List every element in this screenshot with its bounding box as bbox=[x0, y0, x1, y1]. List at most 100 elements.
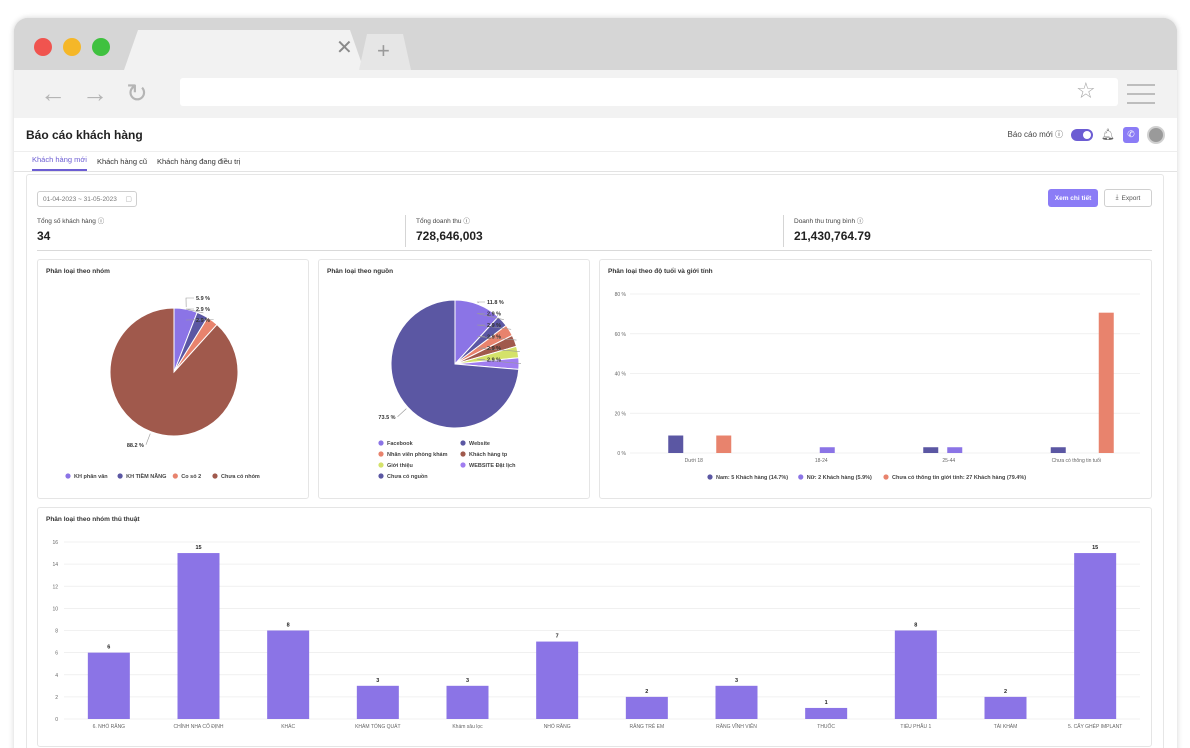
legend-label: Chưa có nhóm bbox=[221, 474, 260, 480]
date-range-value: 01-04-2023 ~ 31-05-2023 bbox=[43, 195, 117, 203]
new-tab-button[interactable] bbox=[359, 34, 411, 70]
close-window-button[interactable] bbox=[34, 38, 52, 56]
legend-label: Chưa có thông tin giới tính: 27 Khách hà… bbox=[892, 475, 1026, 481]
bookmark-star-icon[interactable]: ☆ bbox=[1076, 78, 1096, 103]
legend-label: KH phân vân bbox=[74, 474, 108, 480]
leader-line bbox=[397, 408, 407, 417]
browser-tab[interactable] bbox=[124, 30, 364, 70]
header-actions: Báo cáo mới ⓘ 🔔︎ ✆ bbox=[1007, 125, 1165, 144]
close-tab-icon[interactable]: ✕ bbox=[336, 37, 353, 59]
data-label: 6 bbox=[107, 645, 110, 651]
forward-arrow-icon[interactable]: → bbox=[82, 78, 108, 108]
leader-line bbox=[476, 313, 504, 320]
pie-slice bbox=[109, 307, 239, 437]
legend-marker bbox=[172, 473, 178, 479]
legend-label: Giới thiệu bbox=[387, 463, 413, 469]
leader-line bbox=[476, 301, 485, 303]
bell-icon[interactable]: 🔔︎ bbox=[1101, 129, 1115, 141]
back-arrow-icon[interactable]: ← bbox=[40, 78, 66, 108]
legend-marker bbox=[65, 473, 71, 479]
stat-total-revenue: Tổng doanh thu ⓘ 728,646,003 bbox=[405, 215, 775, 247]
data-label: 88.2 % bbox=[127, 443, 144, 449]
y-tick-label: 4 bbox=[55, 673, 58, 679]
data-label: 3 bbox=[376, 678, 379, 684]
x-tick-label: TIỂU PHẪU 1 bbox=[900, 723, 931, 730]
legend-label: Nam: 5 Khách hàng (14.7%) bbox=[716, 475, 788, 481]
reload-icon[interactable]: ↻ bbox=[126, 78, 148, 108]
bar bbox=[1050, 447, 1066, 453]
stat-average-revenue: Doanh thu trung bình ⓘ 21,430,764.79 bbox=[783, 215, 1143, 247]
legend-label: Khách hàng tp bbox=[469, 452, 508, 458]
y-tick-label: 40 % bbox=[615, 372, 627, 378]
data-label: 2 bbox=[645, 689, 648, 695]
plus-icon: + bbox=[377, 38, 390, 63]
y-tick-label: 0 bbox=[55, 717, 58, 723]
legend-marker bbox=[378, 462, 384, 468]
x-tick-label: 5. CẤY GHÉP IMPLANT bbox=[1068, 723, 1122, 730]
pie-chart-group: 5.9 % 2.9 % 2.9 % 88.2 % KH phân vân KH TIỀM … bbox=[65, 296, 260, 480]
new-report-label: Báo cáo mới ⓘ bbox=[1007, 130, 1064, 139]
x-tick-label: 6. NHỔ RĂNG bbox=[93, 723, 126, 730]
bar bbox=[668, 435, 684, 453]
data-label: 11.8 % bbox=[487, 300, 504, 306]
chart-title: Phân loại theo độ tuổi và giới tính bbox=[608, 268, 713, 275]
browser-window: ✕ + ← → ↻ ☆ Báo cáo khách hàng Báo cáo m… bbox=[14, 18, 1177, 748]
hamburger-menu-icon[interactable] bbox=[1127, 84, 1155, 111]
phone-icon[interactable]: ✆ bbox=[1123, 126, 1139, 143]
x-tick-label: THUỐC bbox=[817, 723, 835, 730]
data-label: 1 bbox=[825, 700, 828, 706]
data-label: 2 bbox=[1004, 689, 1007, 695]
new-report-toggle[interactable] bbox=[1071, 128, 1094, 141]
y-tick-label: 20 % bbox=[615, 411, 627, 417]
chart-card-source: Phân loại theo nguồn 11.8 % 2.9 % 2.9 % 2.9… bbox=[318, 259, 590, 499]
view-detail-button[interactable]: Xem chi tiết bbox=[1048, 189, 1098, 207]
tab-1[interactable]: Khách hàng cũ bbox=[96, 157, 147, 166]
chart-card-group: Phân loại theo nhóm 5.9 % 2.9 % 2.9 % 88.2 … bbox=[37, 259, 309, 499]
export-button[interactable]: ⤓ Export bbox=[1104, 189, 1152, 207]
address-bar[interactable] bbox=[180, 78, 1118, 106]
legend-marker bbox=[460, 440, 466, 446]
download-icon: ⤓ bbox=[1115, 194, 1119, 201]
legend-marker bbox=[378, 440, 384, 446]
bar bbox=[87, 652, 130, 719]
bar bbox=[894, 630, 937, 719]
y-tick-label: 80 % bbox=[615, 292, 627, 298]
legend-marker bbox=[798, 474, 804, 480]
data-label: 7 bbox=[556, 634, 559, 640]
leader-line bbox=[476, 347, 520, 352]
y-tick-label: 14 bbox=[52, 562, 58, 568]
leader-line bbox=[185, 308, 204, 314]
data-label: 2.9 % bbox=[487, 323, 501, 329]
chart-title: Phân loại theo nhóm thủ thuật bbox=[46, 516, 140, 523]
legend-label: Nữ: 2 Khách hàng (5.9%) bbox=[807, 475, 872, 481]
bar bbox=[984, 696, 1027, 719]
stat-label: Doanh thu trung bình ⓘ bbox=[794, 218, 864, 225]
bar bbox=[715, 685, 758, 719]
data-label: 8 bbox=[287, 623, 290, 629]
bar bbox=[267, 630, 310, 719]
bar-chart-age-gender: 0 % 20 % 40 % 60 % 80 % Dưới 18 18-24 25-44 Chưa… bbox=[615, 292, 1140, 481]
legend-label: Website bbox=[469, 441, 490, 447]
avatar[interactable] bbox=[1147, 125, 1165, 144]
maximize-window-button[interactable] bbox=[92, 38, 110, 56]
export-label: Export bbox=[1121, 194, 1141, 202]
x-tick-label: KHÁC bbox=[281, 723, 295, 730]
tab-0[interactable]: Khách hàng mới bbox=[32, 155, 87, 171]
y-tick-label: 6 bbox=[55, 651, 58, 657]
bar bbox=[177, 553, 220, 719]
x-tick-label: RĂNG TRẺ EM bbox=[630, 723, 665, 730]
y-tick-label: 16 bbox=[52, 540, 58, 546]
pie-slice bbox=[390, 299, 520, 429]
bar bbox=[923, 447, 939, 453]
bar bbox=[819, 447, 835, 453]
legend-marker bbox=[378, 451, 384, 457]
chart-title: Phân loại theo nguồn bbox=[327, 268, 394, 275]
bar bbox=[947, 447, 963, 453]
data-label: 8 bbox=[914, 623, 917, 629]
date-range-picker[interactable]: 01-04-2023 ~ 31-05-2023 ▢ bbox=[37, 191, 137, 207]
tab-2[interactable]: Khách hàng đang điều trị bbox=[157, 157, 241, 166]
legend-marker bbox=[460, 451, 466, 457]
minimize-window-button[interactable] bbox=[63, 38, 81, 56]
legend-label: WEBSITE Đặt lịch bbox=[469, 463, 516, 469]
y-tick-label: 12 bbox=[52, 584, 58, 590]
